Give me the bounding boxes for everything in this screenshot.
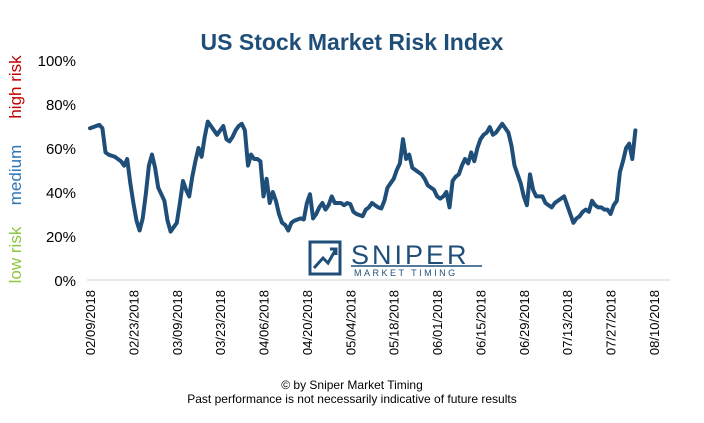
logo-icon-box bbox=[308, 240, 342, 276]
x-axis: 02/09/2018 02/23/2018 03/09/2018 03/23/2018… bbox=[83, 290, 662, 355]
x-tick-label: 02/09/2018 bbox=[83, 290, 98, 355]
y-tick-label: 100% bbox=[38, 53, 76, 70]
x-tick-label: 07/13/2018 bbox=[560, 290, 575, 355]
x-tick-label: 04/20/2018 bbox=[300, 290, 315, 355]
y-tick-label: 0% bbox=[54, 273, 76, 290]
x-tick-label: 02/23/2018 bbox=[126, 290, 141, 355]
x-tick-label: 06/15/2018 bbox=[473, 290, 488, 355]
logo-chart-icon bbox=[312, 248, 338, 270]
logo-name: SNIPER bbox=[351, 240, 470, 270]
risk-index-line bbox=[88, 119, 638, 234]
x-tick-label: 03/09/2018 bbox=[170, 290, 185, 355]
x-tick-label: 05/04/2018 bbox=[343, 290, 358, 355]
y-tick-label: 80% bbox=[46, 97, 76, 114]
x-tick-label: 04/06/2018 bbox=[257, 290, 272, 355]
y-axis: 0% 20% 40% 60% 80% 100% bbox=[38, 53, 76, 290]
x-tick-label: 06/01/2018 bbox=[430, 290, 445, 355]
y-tick-label: 40% bbox=[46, 185, 76, 202]
x-tick-label: 03/23/2018 bbox=[213, 290, 228, 355]
copyright-text: © by Sniper Market Timing bbox=[281, 378, 423, 392]
x-tick-label: 05/18/2018 bbox=[387, 290, 402, 355]
logo-tagline: MARKET TIMING bbox=[354, 268, 458, 278]
sniper-logo: SNIPER MARKET TIMING bbox=[308, 240, 482, 278]
logo-arrow-icon bbox=[330, 247, 338, 255]
x-tick-label: 06/29/2018 bbox=[517, 290, 532, 355]
x-tick-label: 08/10/2018 bbox=[647, 290, 662, 355]
x-tick-label: 07/27/2018 bbox=[604, 290, 619, 355]
chart-title: US Stock Market Risk Index bbox=[200, 29, 504, 55]
y-tick-label: 60% bbox=[46, 141, 76, 158]
disclaimer-text: Past performance is not necessarily indi… bbox=[187, 392, 517, 406]
y-tick-label: 20% bbox=[46, 229, 76, 246]
